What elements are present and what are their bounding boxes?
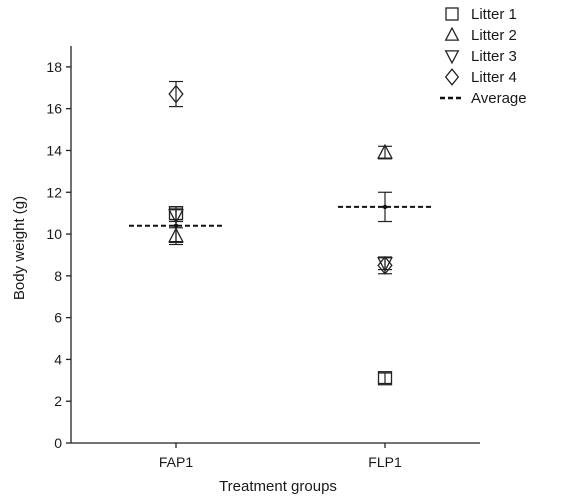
data-point-error-bar: [378, 256, 392, 275]
average-point: [382, 204, 388, 210]
plot-area: [129, 80, 432, 386]
legend-item: Litter 1: [445, 6, 517, 23]
legend-marker: [444, 68, 460, 86]
legend-item: Litter 3: [444, 48, 517, 65]
legend-label: Average: [471, 90, 527, 107]
data-point-error-bar: [378, 145, 392, 160]
axes: 0 2 4 6 8 10 12 14 16 18 FAP1 FLP1: [46, 46, 480, 470]
average-point: [173, 223, 179, 228]
y-tick-label: 0: [54, 435, 62, 451]
y-tick-label: 10: [46, 226, 62, 242]
y-tick-label: 18: [46, 59, 62, 75]
data-point-error-bar: [378, 372, 392, 385]
legend-label: Litter 3: [471, 48, 517, 65]
data-point: [377, 143, 393, 159]
legend-marker: [444, 50, 460, 65]
y-tick-label: 12: [46, 184, 62, 200]
y-tick-label: 16: [46, 101, 62, 117]
y-tick-label: 14: [46, 142, 62, 158]
legend-label: Litter 4: [471, 69, 517, 86]
legend-marker: [444, 26, 460, 41]
legend-item: Litter 4: [444, 68, 517, 86]
x-axis-title: Treatment groups: [219, 478, 337, 495]
y-tick-label: 8: [54, 268, 62, 284]
legend-item: Average: [440, 90, 527, 107]
x-tick-label: FLP1: [368, 454, 402, 470]
y-tick-label: 4: [54, 351, 62, 367]
data-point: [377, 255, 393, 275]
legend: Litter 1 Litter 2 Litter 3 Litter 4 Average: [440, 6, 527, 107]
y-axis-title: Body weight (g): [11, 196, 28, 300]
legend-label: Litter 2: [471, 27, 517, 44]
legend-marker: [445, 7, 459, 21]
y-tick-label: 6: [54, 310, 62, 326]
legend-item: Litter 2: [444, 26, 517, 44]
data-point: [377, 371, 393, 386]
legend-label: Litter 1: [471, 6, 517, 23]
x-tick-label: FAP1: [159, 454, 193, 470]
y-tick-label: 2: [54, 393, 62, 409]
data-point: [168, 84, 184, 104]
